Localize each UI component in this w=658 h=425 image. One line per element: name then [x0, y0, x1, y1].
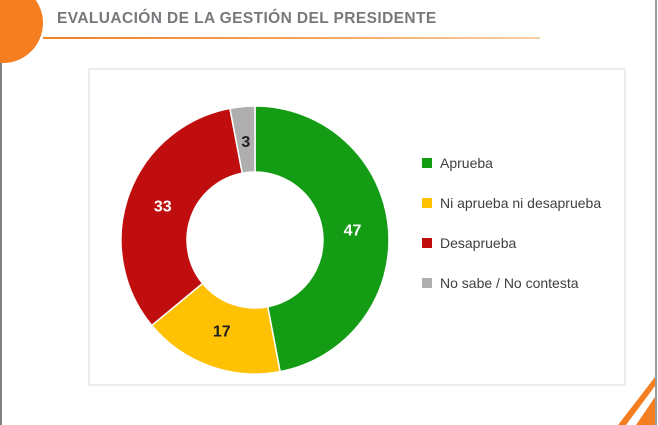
- donut-segment-0: [254, 105, 390, 373]
- legend-label: Aprueba: [440, 155, 493, 171]
- title-underline: [43, 37, 540, 39]
- legend-item-2: Desaprueba: [422, 234, 601, 252]
- page-title: EVALUACIÓN DE LA GESTIÓN DEL PRESIDENTE: [57, 10, 437, 27]
- corner-stripes-decoration: [618, 377, 655, 425]
- slice-label-1: 17: [213, 324, 231, 341]
- donut-segment-2: [120, 107, 244, 327]
- legend-item-3: No sabe / No contesta: [422, 274, 601, 292]
- donut-segment-3: [229, 105, 256, 175]
- legend-label: Ni aprueba ni desaprueba: [440, 195, 602, 211]
- slice-label-3: 3: [241, 134, 250, 151]
- legend: Aprueba Ni aprueba ni desaprueba Desaprueb…: [422, 154, 601, 314]
- legend-item-1: Ni aprueba ni desaprueba: [422, 194, 601, 212]
- slice-label-0: 47: [344, 222, 362, 239]
- right-edge-line: [655, 0, 657, 425]
- corner-triangle: [636, 397, 655, 425]
- legend-swatch-icon: [422, 158, 432, 168]
- thin-stripe: [618, 377, 655, 425]
- legend-label: No sabe / No contesta: [440, 275, 579, 291]
- legend-swatch-icon: [422, 278, 432, 288]
- chart-panel: 47 17 33 3 Aprueba Ni aprueba ni desaprueba D…: [88, 68, 626, 386]
- legend-label: Desaprueba: [440, 235, 517, 251]
- slice-label-2: 33: [154, 198, 172, 215]
- corner-circle-decoration: [0, 0, 43, 63]
- left-edge-line: [0, 0, 2, 425]
- legend-swatch-icon: [422, 238, 432, 248]
- legend-swatch-icon: [422, 198, 432, 208]
- legend-item-0: Aprueba: [422, 154, 601, 172]
